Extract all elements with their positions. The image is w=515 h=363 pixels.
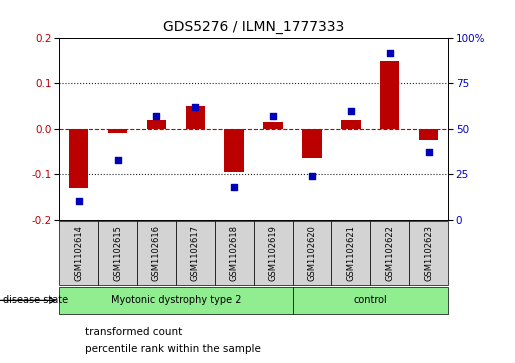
Text: GSM1102617: GSM1102617 — [191, 225, 200, 281]
Text: GSM1102615: GSM1102615 — [113, 225, 122, 281]
Bar — [380, 61, 400, 129]
Bar — [370, 221, 409, 285]
Bar — [59, 221, 98, 285]
Text: transformed count: transformed count — [85, 327, 182, 337]
Bar — [409, 221, 448, 285]
Point — [269, 113, 277, 119]
Bar — [137, 221, 176, 285]
Text: GSM1102620: GSM1102620 — [307, 225, 316, 281]
Text: GSM1102621: GSM1102621 — [347, 225, 355, 281]
Bar — [263, 122, 283, 129]
Bar — [185, 106, 205, 129]
Bar — [147, 120, 166, 129]
Point — [386, 50, 394, 56]
Bar — [69, 129, 89, 188]
Text: GSM1102623: GSM1102623 — [424, 225, 433, 281]
Title: GDS5276 / ILMN_1777333: GDS5276 / ILMN_1777333 — [163, 20, 344, 34]
Text: GSM1102616: GSM1102616 — [152, 225, 161, 281]
Point — [347, 108, 355, 114]
Bar — [341, 120, 360, 129]
Bar — [215, 221, 253, 285]
Bar — [332, 221, 370, 285]
Bar — [293, 287, 448, 314]
Bar — [176, 221, 215, 285]
Text: GSM1102619: GSM1102619 — [269, 225, 278, 281]
Text: GSM1102618: GSM1102618 — [230, 225, 238, 281]
Point — [191, 104, 199, 110]
Bar — [419, 129, 438, 140]
Point — [424, 150, 433, 155]
Bar — [293, 221, 332, 285]
Text: control: control — [353, 295, 387, 305]
Bar — [98, 221, 137, 285]
Point — [152, 113, 161, 119]
Point — [75, 199, 83, 204]
Bar — [108, 129, 127, 133]
Text: GSM1102622: GSM1102622 — [385, 225, 394, 281]
Text: percentile rank within the sample: percentile rank within the sample — [85, 344, 261, 354]
Bar — [253, 221, 293, 285]
Text: Myotonic dystrophy type 2: Myotonic dystrophy type 2 — [111, 295, 241, 305]
Bar — [225, 129, 244, 172]
Point — [308, 173, 316, 179]
Bar — [302, 129, 322, 158]
Point — [113, 157, 122, 163]
Bar — [59, 287, 293, 314]
Point — [230, 184, 238, 190]
Text: disease state: disease state — [3, 295, 67, 305]
Text: GSM1102614: GSM1102614 — [74, 225, 83, 281]
